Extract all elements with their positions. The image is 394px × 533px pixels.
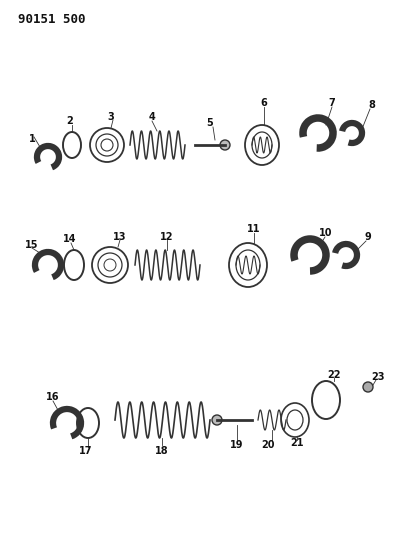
Text: 17: 17 (79, 446, 93, 456)
Text: 8: 8 (368, 100, 375, 110)
Circle shape (220, 140, 230, 150)
Text: 3: 3 (108, 112, 114, 122)
Text: 21: 21 (290, 438, 304, 448)
Text: 14: 14 (63, 234, 77, 244)
Text: 4: 4 (149, 112, 155, 122)
Text: 11: 11 (247, 224, 261, 234)
Circle shape (212, 415, 222, 425)
Text: 12: 12 (160, 232, 174, 242)
Text: 90151 500: 90151 500 (18, 13, 85, 26)
Text: 15: 15 (25, 240, 39, 250)
Text: 5: 5 (206, 118, 214, 128)
Text: 2: 2 (67, 116, 73, 126)
Text: 6: 6 (260, 98, 268, 108)
Text: 18: 18 (155, 446, 169, 456)
Circle shape (363, 382, 373, 392)
Text: 9: 9 (364, 232, 372, 242)
Text: 10: 10 (319, 228, 333, 238)
Text: 23: 23 (371, 372, 385, 382)
Text: 16: 16 (46, 392, 60, 402)
Text: 19: 19 (230, 440, 244, 450)
Text: 7: 7 (329, 98, 335, 108)
Text: 22: 22 (327, 370, 341, 380)
Text: 1: 1 (29, 134, 35, 144)
Text: 20: 20 (261, 440, 275, 450)
Text: 13: 13 (113, 232, 127, 242)
